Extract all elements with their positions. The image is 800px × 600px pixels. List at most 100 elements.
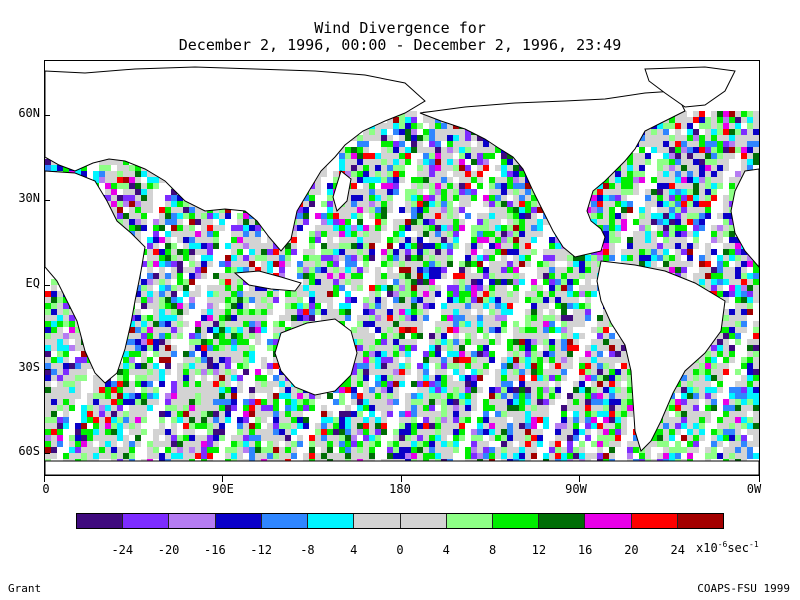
divergence-cell: [153, 273, 159, 279]
divergence-cell: [729, 153, 735, 159]
divergence-cell: [681, 219, 687, 225]
divergence-cell: [375, 345, 381, 351]
divergence-cell: [519, 399, 525, 405]
divergence-cell: [723, 123, 729, 129]
divergence-cell: [165, 321, 171, 327]
divergence-cell: [267, 393, 273, 399]
divergence-cell: [477, 309, 483, 315]
divergence-cell: [141, 213, 147, 219]
divergence-cell: [141, 345, 147, 351]
divergence-cell: [327, 297, 333, 303]
divergence-cell: [297, 387, 303, 393]
divergence-cell: [591, 351, 597, 357]
divergence-cell: [723, 315, 729, 321]
divergence-cell: [141, 321, 147, 327]
divergence-cell: [105, 171, 111, 177]
divergence-cell: [459, 387, 465, 393]
divergence-cell: [711, 147, 717, 153]
divergence-cell: [729, 273, 735, 279]
divergence-cell: [399, 327, 405, 333]
divergence-cell: [573, 297, 579, 303]
divergence-cell: [741, 327, 747, 333]
divergence-cell: [285, 261, 291, 267]
divergence-cell: [285, 405, 291, 411]
divergence-cell: [369, 189, 375, 195]
divergence-cell: [129, 369, 135, 375]
divergence-cell: [447, 309, 453, 315]
divergence-cell: [357, 135, 363, 141]
divergence-cell: [609, 369, 615, 375]
divergence-cell: [171, 345, 177, 351]
divergence-cell: [465, 261, 471, 267]
divergence-cell: [729, 225, 735, 231]
divergence-cell: [213, 363, 219, 369]
divergence-cell: [153, 315, 159, 321]
divergence-cell: [321, 405, 327, 411]
divergence-cell: [225, 261, 231, 267]
divergence-cell: [411, 405, 417, 411]
divergence-cell: [585, 279, 591, 285]
divergence-cell: [309, 303, 315, 309]
divergence-cell: [735, 405, 741, 411]
divergence-cell: [699, 195, 705, 201]
divergence-cell: [159, 273, 165, 279]
divergence-cell: [273, 411, 279, 417]
divergence-cell: [213, 333, 219, 339]
divergence-cell: [453, 273, 459, 279]
divergence-cell: [681, 231, 687, 237]
divergence-cell: [237, 297, 243, 303]
divergence-cell: [723, 165, 729, 171]
divergence-cell: [471, 159, 477, 165]
divergence-cell: [429, 351, 435, 357]
divergence-cell: [333, 225, 339, 231]
divergence-cell: [717, 291, 723, 297]
divergence-cell: [519, 405, 525, 411]
divergence-cell: [441, 267, 447, 273]
divergence-cell: [669, 261, 675, 267]
divergence-cell: [291, 309, 297, 315]
divergence-cell: [663, 255, 669, 261]
divergence-cell: [231, 405, 237, 411]
divergence-cell: [753, 327, 759, 333]
divergence-cell: [435, 249, 441, 255]
divergence-cell: [609, 351, 615, 357]
divergence-cell: [699, 165, 705, 171]
divergence-cell: [567, 297, 573, 303]
divergence-cell: [327, 201, 333, 207]
divergence-cell: [405, 159, 411, 165]
divergence-cell: [735, 255, 741, 261]
divergence-cell: [339, 219, 345, 225]
divergence-cell: [693, 207, 699, 213]
divergence-cell: [165, 279, 171, 285]
divergence-cell: [537, 321, 543, 327]
divergence-cell: [705, 261, 711, 267]
divergence-cell: [357, 225, 363, 231]
divergence-cell: [435, 153, 441, 159]
divergence-cell: [597, 321, 603, 327]
divergence-cell: [465, 201, 471, 207]
divergence-cell: [609, 363, 615, 369]
divergence-cell: [687, 147, 693, 153]
divergence-cell: [633, 255, 639, 261]
divergence-cell: [543, 321, 549, 327]
divergence-cell: [321, 171, 327, 177]
divergence-cell: [723, 249, 729, 255]
divergence-cell: [195, 273, 201, 279]
divergence-cell: [177, 309, 183, 315]
divergence-cell: [717, 387, 723, 393]
divergence-cell: [405, 243, 411, 249]
divergence-cell: [429, 267, 435, 273]
divergence-cell: [423, 159, 429, 165]
divergence-cell: [459, 357, 465, 363]
divergence-cell: [711, 267, 717, 273]
divergence-cell: [237, 339, 243, 345]
divergence-cell: [471, 279, 477, 285]
divergence-cell: [441, 315, 447, 321]
divergence-cell: [615, 201, 621, 207]
divergence-cell: [363, 405, 369, 411]
divergence-cell: [687, 189, 693, 195]
divergence-cell: [597, 381, 603, 387]
divergence-cell: [249, 243, 255, 249]
divergence-cell: [213, 351, 219, 357]
divergence-cell: [231, 279, 237, 285]
